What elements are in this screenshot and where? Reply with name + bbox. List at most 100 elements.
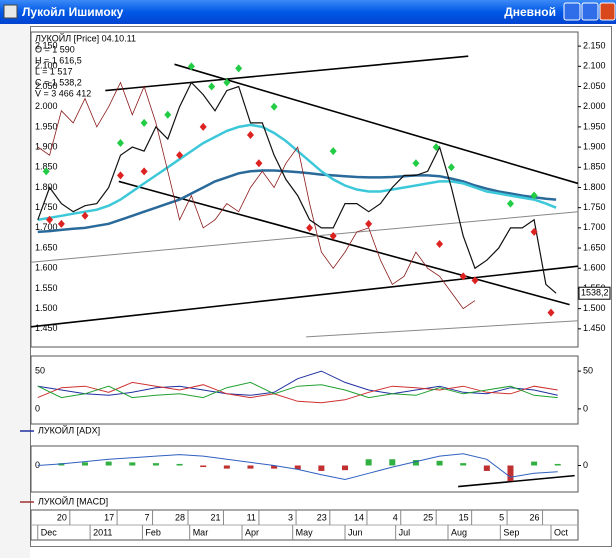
- ohlc-info: O = 1 590: [35, 44, 75, 54]
- trend-line: [458, 474, 575, 488]
- fractal-marker: [530, 227, 538, 236]
- price-label-box: [578, 286, 611, 300]
- y-tick-label: 1.650: [583, 242, 606, 252]
- fractal-marker: [270, 102, 278, 111]
- y-tick-label-left: 1.600: [35, 263, 58, 273]
- y-tick-label-left: 1.500: [35, 303, 58, 313]
- y-tick-label: 2.050: [583, 81, 606, 91]
- histogram-bar: [318, 465, 325, 471]
- fractal-marker: [447, 163, 455, 172]
- fractal-marker: [81, 211, 89, 220]
- series-line: [37, 81, 557, 294]
- y-tick-label: 0: [583, 403, 588, 413]
- fractal-marker: [412, 159, 420, 168]
- date-label: 3: [288, 512, 293, 522]
- histogram-bar: [389, 459, 396, 466]
- date-label: 23: [317, 512, 327, 522]
- y-tick-label-left: 1.950: [35, 121, 58, 131]
- fractal-marker: [329, 231, 337, 240]
- date-label: 17: [104, 512, 114, 522]
- fractal-marker: [164, 110, 172, 119]
- y-tick-label: 1.950: [583, 121, 606, 131]
- y-tick-label-left: 1.550: [35, 283, 58, 293]
- histogram-bar: [554, 463, 561, 466]
- y-tick-label-left: 1.450: [35, 323, 58, 333]
- timeframe[interactable]: Дневной: [504, 5, 556, 19]
- trend-line: [174, 63, 579, 185]
- histogram-bar: [129, 462, 136, 466]
- y-tick-label-left: 50: [35, 365, 45, 375]
- fractal-marker: [506, 199, 514, 208]
- series-line: [37, 453, 558, 481]
- histogram-bar: [531, 461, 538, 466]
- chart-title: ЛУКОЙЛ [Price] 04.10.11: [35, 32, 136, 43]
- histogram-bar: [271, 465, 278, 469]
- series-line: [37, 169, 557, 234]
- side-strip: [0, 24, 30, 558]
- y-tick-label: 1.450: [583, 323, 606, 333]
- y-tick-label: 1.900: [583, 141, 606, 151]
- date-label: 26: [530, 512, 540, 522]
- y-tick-label: 1.800: [583, 182, 606, 192]
- histogram-bar: [460, 463, 467, 466]
- y-tick-label: 0: [583, 460, 588, 470]
- series-line: [37, 123, 557, 222]
- chart-window: [30, 26, 612, 547]
- month-label: Jun: [348, 527, 363, 537]
- close-button[interactable]: [599, 2, 616, 21]
- fractal-marker: [436, 240, 444, 249]
- fractal-marker: [235, 64, 243, 73]
- fractal-marker: [432, 143, 440, 152]
- y-tick-label: 1.750: [583, 202, 606, 212]
- month-label: 2011: [93, 527, 112, 537]
- trend-line: [306, 320, 579, 338]
- y-tick-label-left: 0: [35, 403, 40, 413]
- minimize-button[interactable]: [563, 2, 581, 21]
- ohlc-info: V = 3 466 412: [35, 88, 91, 98]
- price-label: 1538,2: [581, 288, 609, 298]
- month-label: Sep: [503, 527, 519, 537]
- panel-frame: [30, 355, 579, 425]
- y-tick-label: 1.850: [583, 162, 606, 172]
- y-tick-label-left: 2.050: [35, 81, 58, 91]
- y-tick-label-left: 2.100: [35, 61, 58, 71]
- ohlc-info: H = 1 616,5: [35, 55, 82, 65]
- date-label: 25: [423, 512, 433, 522]
- fractal-marker: [140, 167, 148, 176]
- fractal-marker: [329, 147, 337, 156]
- fractal-marker: [46, 215, 54, 224]
- y-tick-label-left: 1.800: [35, 182, 58, 192]
- date-label: 14: [354, 512, 364, 522]
- histogram-bar: [223, 465, 230, 469]
- fractal-marker: [42, 167, 50, 176]
- histogram-bar: [247, 465, 254, 469]
- histogram-bar: [436, 460, 443, 466]
- histogram-bar: [342, 465, 349, 471]
- date-label: 5: [499, 512, 504, 522]
- fractal-marker: [306, 223, 314, 232]
- histogram-bar: [507, 465, 514, 482]
- maximize-button[interactable]: [581, 2, 599, 21]
- fractal-marker: [176, 151, 184, 160]
- month-label: Dec: [41, 527, 58, 537]
- y-tick-label-left: 1.900: [35, 141, 58, 151]
- app-icon: [3, 4, 18, 19]
- trend-line: [105, 55, 469, 92]
- ohlc-info: C = 1 538,2: [35, 77, 82, 87]
- fractal-marker: [187, 62, 195, 71]
- fractal-marker: [116, 139, 124, 148]
- trend-line: [30, 211, 579, 263]
- panel-frame: [30, 31, 579, 348]
- date-label: 28: [175, 512, 185, 522]
- y-tick-label: 1.600: [583, 263, 606, 273]
- fractal-marker: [223, 78, 231, 87]
- month-label: Aug: [451, 527, 467, 537]
- date-label: 7: [145, 512, 150, 522]
- series-line: [37, 381, 558, 404]
- date-label: 11: [247, 512, 256, 522]
- histogram-bar: [483, 465, 490, 471]
- histogram-bar: [200, 465, 207, 468]
- fractal-marker: [547, 308, 555, 317]
- date-label: 20: [57, 512, 67, 522]
